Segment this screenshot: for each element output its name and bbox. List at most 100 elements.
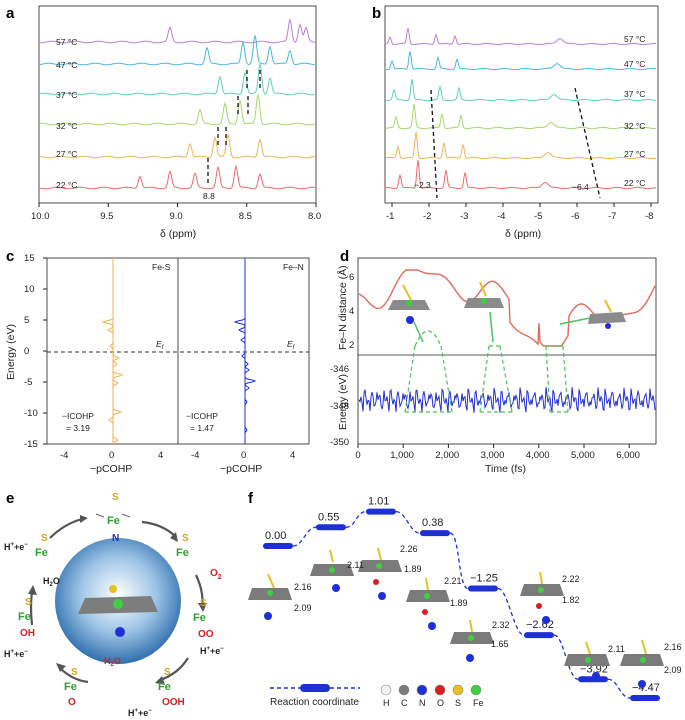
o2-label: O2 bbox=[210, 568, 222, 581]
nmr-trace-b-3 bbox=[385, 103, 656, 130]
atom-dot-s bbox=[452, 684, 464, 696]
icohp-right-line1: −ICOHP bbox=[186, 411, 218, 421]
svg-text:OO: OO bbox=[198, 629, 214, 640]
dist-s7-a: 2.16 bbox=[664, 642, 682, 652]
level-connector-6 bbox=[553, 634, 579, 680]
panel-a: a 57 °C 47 °C 37 °C 32 °C 27 °C 22 °C 8.8 10.… bbox=[6, 5, 321, 240]
panel-b-traces bbox=[385, 28, 657, 190]
svg-text:S: S bbox=[112, 492, 119, 503]
c-xtick-right-0: -4 bbox=[191, 450, 199, 461]
proton-step-labels: H++e− H++e− H++e− H++e− bbox=[4, 542, 224, 718]
temp-a-2: 37 °C bbox=[56, 90, 77, 100]
fes-label: Fe-S bbox=[152, 262, 171, 272]
d-xtick-5: 5,000 bbox=[571, 450, 595, 461]
dist-s4-a: 2.32 bbox=[492, 620, 510, 630]
level-connector-5 bbox=[497, 587, 525, 636]
model-s4 bbox=[450, 619, 494, 662]
nmr-trace-a-5 bbox=[39, 164, 316, 190]
atom-dot-c bbox=[398, 684, 410, 696]
model-s2 bbox=[358, 547, 402, 600]
b-tick-3: -4 bbox=[497, 211, 505, 222]
panel-a-frame bbox=[38, 5, 317, 204]
panel-b-xlabel: δ (ppm) bbox=[505, 228, 541, 240]
nmr-trace-b-0 bbox=[385, 28, 657, 46]
panel-f-label: f bbox=[248, 490, 254, 507]
icohp-left-line2: = 3.19 bbox=[66, 423, 90, 433]
temp-b-1: 47 °C bbox=[624, 59, 645, 69]
energy-level-6 bbox=[578, 676, 608, 683]
svg-text:N: N bbox=[112, 533, 119, 544]
atom-label-fe: Fe bbox=[473, 698, 484, 708]
atom-dot-h bbox=[380, 684, 392, 696]
c-ytick-5: -10 bbox=[24, 408, 38, 419]
energy-level-4 bbox=[468, 585, 498, 592]
d-ytick-bottom-1: -348 bbox=[330, 401, 349, 412]
temp-b-0: 57 °C bbox=[624, 34, 645, 44]
a-tick-0: 10.0 bbox=[31, 211, 50, 222]
d-ytick-top-2: 2 bbox=[349, 340, 354, 351]
d-xtick-2: 2,000 bbox=[435, 450, 459, 461]
temp-a-1: 47 °C bbox=[56, 60, 77, 70]
sphere-s-atom bbox=[109, 585, 117, 593]
state-fe-ooh: S Fe OOH bbox=[158, 667, 185, 708]
c-xtick-right-2: 4 bbox=[290, 450, 295, 461]
panel-b-dash-left bbox=[430, 89, 438, 199]
energy-level-0 bbox=[263, 543, 293, 549]
bond-distances: 2.16 2.09 2.11 2.26 1.89 2.21 1.89 2.32 … bbox=[294, 544, 682, 675]
fen-cohp-curve bbox=[233, 258, 257, 444]
panel-c-label: c bbox=[6, 248, 14, 265]
svg-text:OOH: OOH bbox=[162, 697, 185, 708]
b-tick-6: -7 bbox=[608, 211, 616, 222]
atom-label-c: C bbox=[401, 698, 408, 708]
panel-e: e S Fe N S Fe bbox=[4, 490, 224, 718]
c-ytick-4: -5 bbox=[24, 377, 32, 388]
svg-text:S: S bbox=[182, 533, 189, 544]
level-connector-1 bbox=[292, 526, 317, 547]
panel-d-xlabel: Time (fs) bbox=[485, 463, 526, 475]
dist-s2-b: 1.89 bbox=[404, 564, 422, 574]
model-s3 bbox=[406, 577, 450, 630]
state-fe-right: S Fe bbox=[176, 533, 189, 559]
svg-text:Fe: Fe bbox=[193, 612, 206, 624]
nmr-trace-b-5 bbox=[386, 159, 657, 190]
a-tick-1: 9.5 bbox=[100, 211, 113, 222]
panel-b-label: b bbox=[372, 5, 381, 22]
nmr-trace-b-1 bbox=[385, 51, 657, 71]
nmr-trace-a-3 bbox=[40, 94, 316, 126]
energy-level-5 bbox=[524, 632, 554, 639]
panel-c-xlabel-right: −pCOHP bbox=[220, 463, 262, 475]
reaction-coordinate-label: Reaction coordinate bbox=[270, 697, 359, 708]
md-snapshot-2 bbox=[464, 281, 504, 343]
svg-text:S: S bbox=[71, 667, 78, 678]
energy-level-1 bbox=[316, 524, 346, 531]
panel-f: f 0.000.551.010.38−1.25−2.62−3.92−4.47 2… bbox=[248, 490, 682, 708]
panel-d-ylabel-bottom: Energy (eV) bbox=[337, 374, 349, 430]
d-xtick-3: 3,000 bbox=[481, 450, 505, 461]
panel-d-x-ticks: 0 1,000 2,000 3,000 4,000 5,000 6,000 bbox=[355, 444, 640, 461]
dist-s3-a: 2.21 bbox=[444, 576, 462, 586]
energy-value-6: −3.92 bbox=[580, 663, 608, 675]
dist-s7-b: 2.09 bbox=[664, 665, 682, 675]
model-s5 bbox=[520, 571, 564, 624]
nmr-trace-b-2 bbox=[386, 79, 657, 102]
state-fe-left: S Fe bbox=[35, 533, 48, 559]
dist-s5-b: 1.82 bbox=[562, 595, 580, 605]
panel-c-y-ticks: 15 10 5 0 -5 -10 -15 bbox=[24, 253, 47, 450]
sphere-imidazole bbox=[115, 627, 125, 637]
panel-b-annotation-left: −2.3 bbox=[414, 180, 431, 190]
reaction-legend: Reaction coordinate bbox=[270, 684, 360, 708]
highlight-boxes bbox=[404, 330, 569, 413]
b-tick-4: -5 bbox=[534, 211, 542, 222]
panel-c: c 15 10 5 0 -5 -10 -15 -4 0 4 -4 0 4 Fe-S Fe–N Ef E… bbox=[5, 248, 310, 475]
energy-level-3 bbox=[420, 530, 450, 537]
h2o-label-bottom: H2O bbox=[104, 656, 121, 668]
cycle-arrows bbox=[28, 515, 207, 685]
state-fe-oo: S Fe OO bbox=[193, 598, 214, 640]
energy-value-3: 0.38 bbox=[422, 517, 443, 529]
c-ytick-3: 0 bbox=[24, 346, 29, 357]
panel-b-annotation-right: −6.4 bbox=[572, 182, 589, 192]
svg-text:Fe: Fe bbox=[35, 547, 48, 559]
panel-d: d 6 4 2 -346 -348 -350 bbox=[330, 248, 657, 475]
temp-a-0: 57 °C bbox=[56, 37, 77, 47]
c-xtick-left-1: 0 bbox=[109, 450, 114, 461]
